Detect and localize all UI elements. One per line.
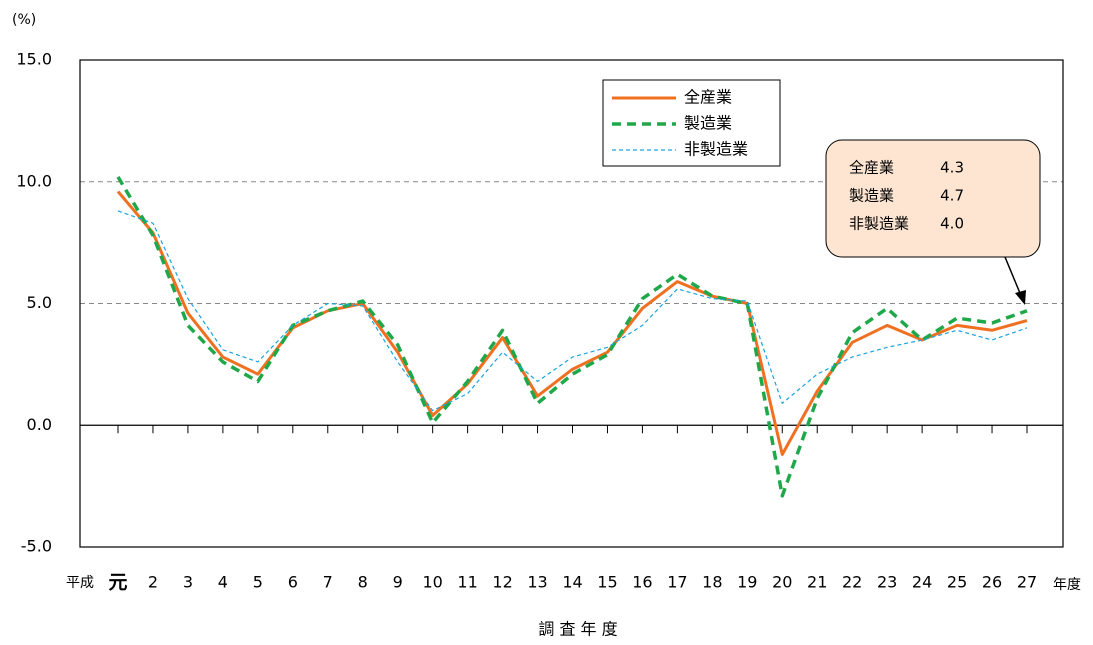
y-tick-label: -5.0 — [21, 537, 52, 556]
x-tick-label: 23 — [877, 573, 897, 592]
series-line — [116, 175, 1028, 498]
x-tick-label: 14 — [562, 573, 582, 592]
x-tick-label: 16 — [632, 573, 652, 592]
legend-label: 製造業 — [684, 114, 732, 133]
x-tick-label: 10 — [422, 573, 442, 592]
x-tick-label: 12 — [492, 573, 512, 592]
x-tick-label: 15 — [597, 573, 617, 592]
series-line — [117, 210, 1028, 412]
callout-value: 4.0 — [940, 215, 964, 233]
x-tick-label: 元 — [108, 572, 127, 594]
x-tick-label: 24 — [912, 573, 932, 592]
y-tick-label: 0.0 — [27, 415, 52, 434]
callout-name: 非製造業 — [849, 215, 909, 233]
callout-arrowhead — [1015, 290, 1026, 305]
x-tick-label: 4 — [218, 573, 228, 592]
x-tick-label: 19 — [737, 573, 757, 592]
series-line — [116, 190, 1028, 456]
x-title: 調 査 年 度 — [538, 620, 617, 639]
x-tick-label: 27 — [1017, 573, 1037, 592]
y-tick-label: 5.0 — [27, 293, 52, 312]
callout-name: 全産業 — [849, 159, 894, 177]
x-tick-label: 6 — [288, 573, 298, 592]
x-tick-label: 8 — [358, 573, 368, 592]
legend-label: 非製造業 — [684, 140, 748, 159]
plot-frame — [79, 59, 1064, 548]
x-tick-label: 21 — [807, 573, 827, 592]
x-tick-label: 5 — [253, 573, 263, 592]
callout-box — [825, 139, 1041, 258]
x-tick-label: 17 — [667, 573, 687, 592]
legend-label: 全産業 — [684, 88, 732, 107]
y-tick-label: 10.0 — [16, 171, 52, 190]
x-suffix: 年度 — [1053, 577, 1081, 593]
legend-box — [602, 79, 781, 167]
x-tick-label: 9 — [393, 573, 403, 592]
x-tick-label: 20 — [772, 573, 792, 592]
x-tick-label: 7 — [323, 573, 333, 592]
callout-arrow — [1004, 256, 1023, 299]
callout-name: 製造業 — [849, 187, 894, 205]
x-tick-label: 26 — [982, 573, 1002, 592]
y-unit: (%) — [12, 12, 36, 28]
x-tick-label: 18 — [702, 573, 722, 592]
x-tick-label: 25 — [947, 573, 967, 592]
x-tick-label: 3 — [183, 573, 193, 592]
x-tick-label: 22 — [842, 573, 862, 592]
x-tick-label: 2 — [148, 573, 158, 592]
callout-value: 4.3 — [940, 159, 964, 177]
x-tick-label: 13 — [527, 573, 547, 592]
y-tick-label: 15.0 — [16, 50, 52, 69]
x-prefix: 平成 — [66, 575, 94, 591]
callout-value: 4.7 — [940, 187, 964, 205]
x-tick-label: 11 — [457, 573, 477, 592]
